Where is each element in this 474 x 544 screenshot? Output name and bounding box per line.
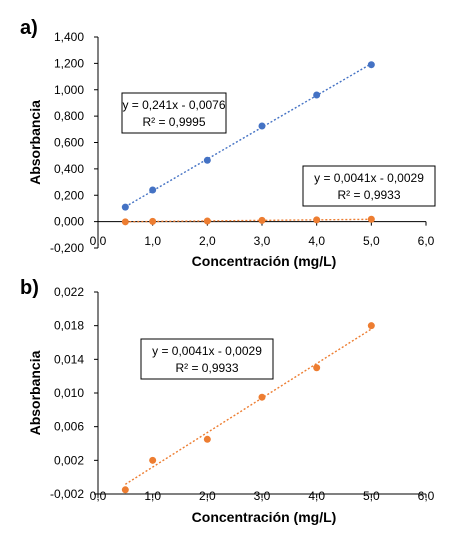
data-point (203, 435, 211, 443)
y-tick-label: 0,400 (54, 162, 84, 176)
x-tick-label: 5,0 (363, 234, 380, 248)
data-point (121, 203, 129, 211)
y-tick-label: -0,002 (50, 487, 84, 501)
data-point (121, 486, 129, 494)
trendline-equation-box (302, 165, 436, 207)
y-tick-label: 0,014 (54, 352, 84, 366)
y-tick-label: 1,200 (54, 56, 84, 70)
x-tick-label: 1,0 (144, 489, 161, 503)
trendline-r-squared: R² = 0,9995 (142, 115, 205, 129)
data-point (313, 91, 321, 99)
x-axis-label: Concentración (mg/L) (192, 253, 337, 269)
data-point (367, 322, 375, 330)
y-tick-label: 0,022 (54, 285, 84, 299)
data-point (149, 456, 157, 464)
data-point (121, 218, 129, 226)
trendline (124, 63, 372, 208)
data-point (313, 364, 321, 372)
panel-label: b) (20, 277, 39, 299)
trendline-r-squared: R² = 0,9933 (175, 361, 238, 375)
data-point (367, 61, 375, 69)
y-tick-label: 0,006 (54, 420, 84, 434)
trendline-equation: y = 0,241x - 0,0076 (122, 98, 225, 112)
y-tick-label: 0,018 (54, 319, 84, 333)
x-tick-label: 3,0 (254, 234, 271, 248)
data-point (203, 217, 211, 225)
x-tick-label: 0,0 (90, 234, 107, 248)
y-tick-label: 0,002 (54, 453, 84, 467)
x-tick-label: 2,0 (199, 489, 216, 503)
trendline-r-squared: R² = 0,9933 (337, 188, 400, 202)
data-point (258, 393, 266, 401)
trendline (125, 218, 372, 223)
data-point (313, 216, 321, 224)
x-tick-label: 6,0 (418, 489, 435, 503)
chart-panel-b: b) -0,002 0,002 0,006 0,010 0,014 0,018 0,022 0,… (20, 277, 435, 525)
trendline (124, 328, 372, 485)
panel-label: a) (20, 17, 38, 39)
y-tick-label: 1,000 (54, 83, 84, 97)
x-axis-label: Concentración (mg/L) (192, 509, 337, 525)
y-tick-label: -0,200 (50, 241, 84, 255)
y-tick-label: 0,600 (54, 136, 84, 150)
y-tick-label: 0,010 (54, 386, 84, 400)
x-tick-label: 0,0 (90, 489, 107, 503)
data-point (149, 186, 157, 194)
chart-panel-a: a) -0,200 0,000 0,200 0,400 0,600 0,800 1,000 1,… (20, 17, 436, 269)
trendline-equation: y = 0,0041x - 0,0029 (314, 171, 424, 185)
data-point (258, 216, 266, 224)
data-point (203, 156, 211, 164)
trendline-equation: y = 0,0041x - 0,0029 (152, 344, 262, 358)
x-tick-label: 4,0 (308, 234, 325, 248)
trendline-equation-box (121, 92, 227, 134)
y-axis-label: Absorbancia (27, 100, 43, 185)
x-tick-label: 6,0 (418, 234, 435, 248)
x-tick-label: 1,0 (144, 234, 161, 248)
y-tick-label: 0,800 (54, 109, 84, 123)
trendline-equation-box (140, 338, 274, 380)
x-tick-label: 2,0 (199, 234, 216, 248)
y-tick-label: 0,000 (54, 215, 84, 229)
data-point (149, 217, 157, 225)
x-tick-label: 5,0 (363, 489, 380, 503)
y-axis-label: Absorbancia (27, 350, 43, 435)
x-tick-label: 3,0 (254, 489, 271, 503)
data-point (367, 215, 375, 223)
data-point (258, 122, 266, 130)
x-tick-label: 4,0 (308, 489, 325, 503)
y-tick-label: 1,400 (54, 30, 84, 44)
y-tick-label: 0,200 (54, 188, 84, 202)
